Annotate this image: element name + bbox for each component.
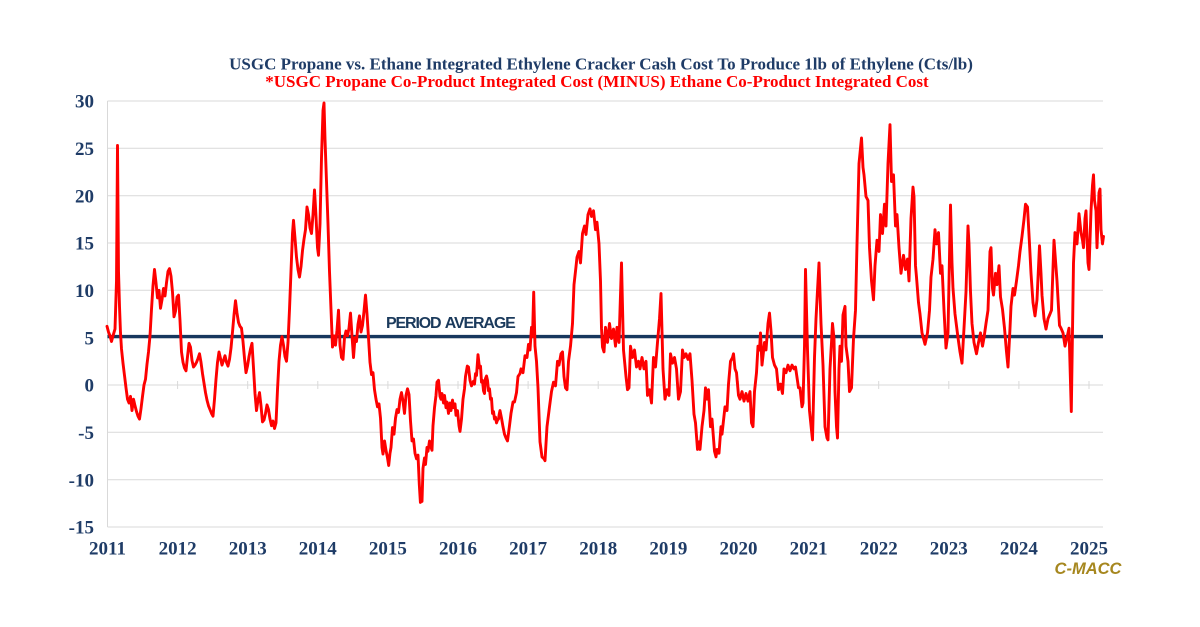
svg-text:2022: 2022 <box>860 539 898 560</box>
svg-text:-5: -5 <box>78 423 94 444</box>
svg-text:2018: 2018 <box>579 539 617 560</box>
svg-text:2014: 2014 <box>299 539 338 560</box>
svg-text:2015: 2015 <box>369 539 407 560</box>
svg-text:2019: 2019 <box>649 539 687 560</box>
svg-text:15: 15 <box>75 234 94 255</box>
svg-text:C-MACC: C-MACC <box>1055 560 1123 578</box>
svg-text:USGC Propane vs. Ethane Integr: USGC Propane vs. Ethane Integrated Ethyl… <box>229 55 973 74</box>
svg-text:*USGC Propane Co-Product Integ: *USGC Propane Co-Product Integrated Cost… <box>265 72 929 91</box>
svg-text:0: 0 <box>85 376 95 397</box>
svg-text:2021: 2021 <box>790 539 828 560</box>
svg-text:2023: 2023 <box>930 539 968 560</box>
svg-text:30: 30 <box>75 92 94 113</box>
svg-text:25: 25 <box>75 139 94 160</box>
svg-text:10: 10 <box>75 281 94 302</box>
svg-text:2017: 2017 <box>509 539 548 560</box>
svg-text:2013: 2013 <box>229 539 267 560</box>
svg-text:20: 20 <box>75 186 94 207</box>
svg-text:2016: 2016 <box>439 539 477 560</box>
svg-text:5: 5 <box>85 328 95 349</box>
svg-text:2011: 2011 <box>89 539 126 560</box>
svg-text:-15: -15 <box>69 518 94 539</box>
svg-text:2020: 2020 <box>720 539 758 560</box>
svg-text:-10: -10 <box>69 470 94 491</box>
svg-text:2025: 2025 <box>1070 539 1108 560</box>
svg-text:2012: 2012 <box>159 539 197 560</box>
svg-text:2024: 2024 <box>1000 539 1039 560</box>
svg-text:PERIOD AVERAGE: PERIOD AVERAGE <box>386 315 516 332</box>
